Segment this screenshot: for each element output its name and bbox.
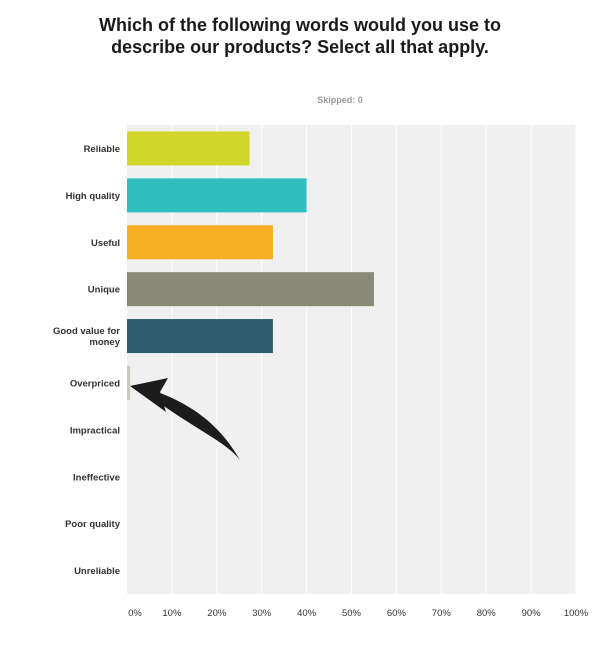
category-label: Useful: [91, 238, 120, 249]
x-tick-label: 30%: [252, 608, 272, 619]
bar: [127, 131, 250, 166]
arrow-head-icon: [130, 378, 168, 412]
x-tick-label: 70%: [432, 608, 452, 619]
bar: [127, 365, 131, 400]
x-tick-label: 80%: [477, 608, 497, 619]
bar: [127, 225, 273, 260]
bar: [127, 178, 307, 213]
category-label: Reliable: [84, 144, 120, 155]
category-label: Poor quality: [65, 519, 121, 530]
bar: [127, 319, 273, 354]
category-label: Unreliable: [74, 566, 120, 577]
x-tick-label: 40%: [297, 608, 317, 619]
category-label: Good value for money: [53, 326, 121, 348]
category-label: Impractical: [70, 425, 120, 436]
category-label: High quality: [66, 191, 121, 202]
x-tick-label: 20%: [207, 608, 227, 619]
x-tick-label: 100%: [564, 608, 589, 619]
category-label: Overpriced: [70, 378, 120, 389]
category-label: Ineffective: [73, 472, 120, 483]
bar: [127, 272, 374, 307]
x-tick-label: 0%: [128, 608, 142, 619]
x-tick-label: 10%: [162, 608, 182, 619]
skipped-count: Skipped: 0: [317, 95, 363, 105]
x-tick-label: 50%: [342, 608, 362, 619]
chart-title: Which of the following words would you u…: [99, 15, 501, 57]
category-label: Unique: [88, 285, 120, 296]
x-tick-label: 90%: [522, 608, 542, 619]
x-tick-label: 60%: [387, 608, 407, 619]
